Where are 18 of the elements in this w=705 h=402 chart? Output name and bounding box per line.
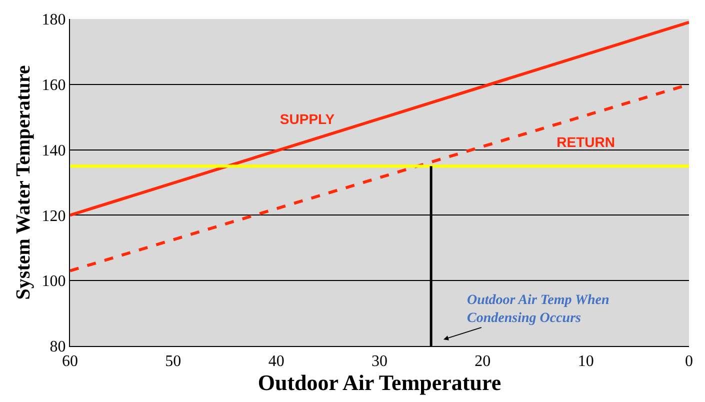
x-tick-label: 20 bbox=[474, 353, 491, 370]
y-tick-label: 80 bbox=[50, 338, 66, 356]
y-tick-label: 120 bbox=[42, 208, 66, 225]
annotation: Outdoor Air Temp When Condensing Occurs bbox=[467, 293, 610, 326]
series-label: RETURN bbox=[556, 134, 615, 150]
x-tick-label: 40 bbox=[268, 353, 284, 370]
y-axis-title: System Water Temperature bbox=[12, 65, 34, 300]
series-label: SUPPLY bbox=[280, 110, 336, 127]
x-tick-label: 10 bbox=[578, 353, 594, 370]
x-tick-label: 50 bbox=[165, 353, 182, 370]
x-tick-label: 60 bbox=[62, 353, 78, 370]
y-tick-label: 180 bbox=[42, 12, 66, 29]
x-tick-label: 0 bbox=[685, 353, 693, 370]
y-tick-label: 100 bbox=[42, 273, 66, 290]
x-tick-label: 30 bbox=[372, 353, 388, 370]
x-axis-title: Outdoor Air Temperature bbox=[258, 370, 502, 396]
y-tick-label: 160 bbox=[42, 77, 66, 94]
y-tick-label: 140 bbox=[42, 142, 66, 160]
